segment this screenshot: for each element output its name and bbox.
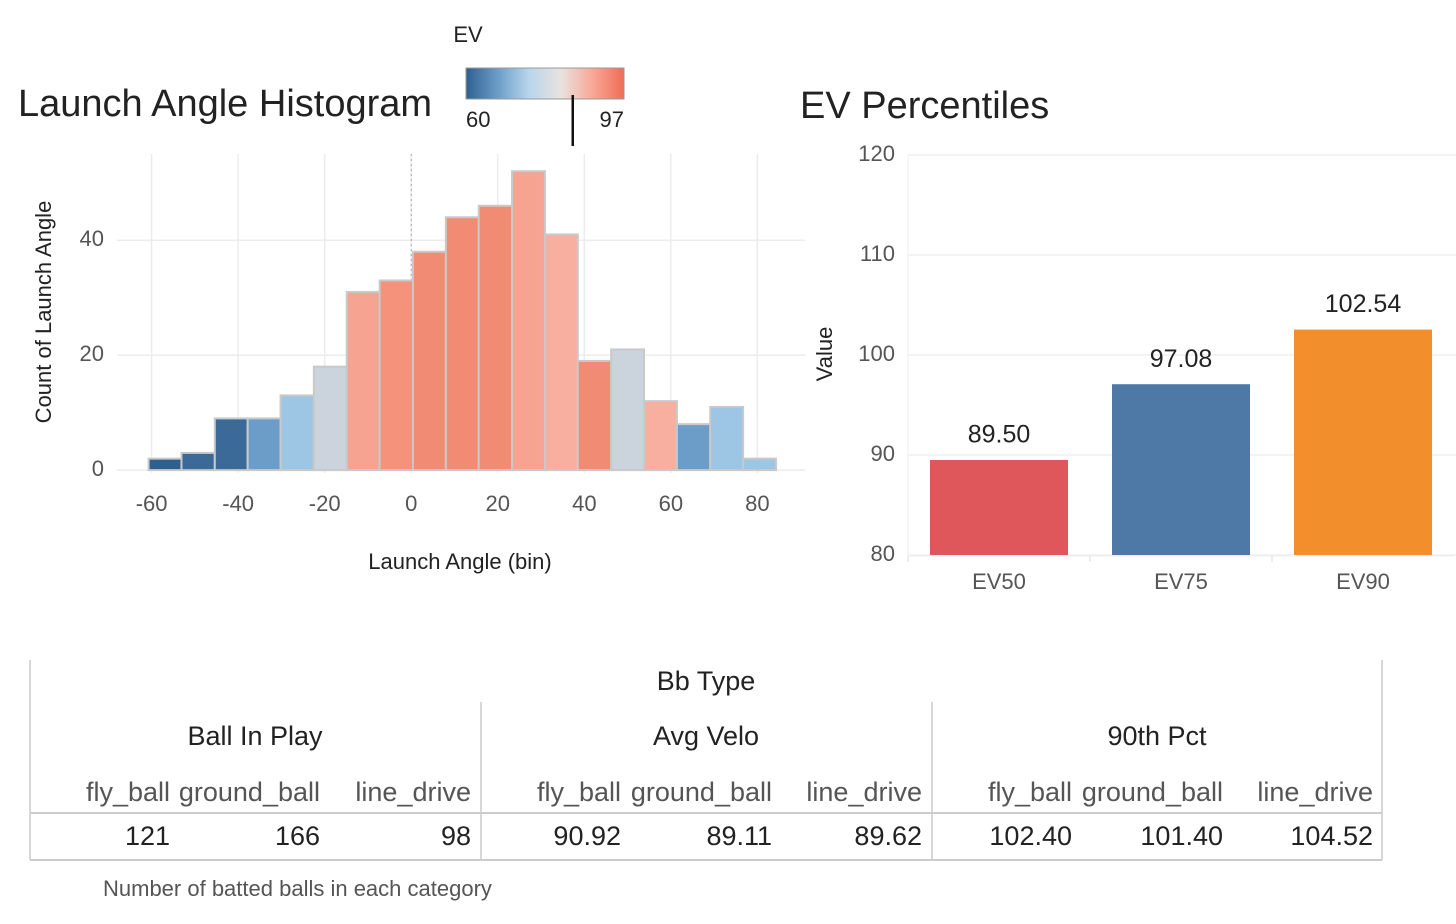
column-header: line_drive <box>355 777 471 807</box>
value-label: 97.08 <box>1150 345 1213 373</box>
y-tick-label: 110 <box>860 241 895 266</box>
histogram-bar <box>675 423 712 472</box>
histogram-bar <box>543 233 579 472</box>
x-axis-title: Launch Angle (bin) <box>368 549 551 574</box>
x-tick-label: EV75 <box>1154 569 1208 594</box>
histogram-bar <box>643 400 678 472</box>
histogram-bar <box>312 365 348 472</box>
x-tick-label: -60 <box>136 491 168 516</box>
hist-title: Launch Angle Histogram <box>18 83 432 125</box>
y-axis-title: Value <box>812 327 837 382</box>
group-header: Ball In Play <box>187 721 323 751</box>
x-tick-label: 40 <box>572 491 596 516</box>
table-cell: 104.52 <box>1290 821 1373 851</box>
column-header: fly_ball <box>537 777 621 807</box>
y-tick-label: 100 <box>858 341 895 366</box>
value-label: 102.54 <box>1325 290 1402 318</box>
x-tick-label: 20 <box>486 491 510 516</box>
histogram-bar <box>147 457 183 472</box>
histogram-bar <box>709 405 745 472</box>
table-spanner: Bb Type <box>657 666 756 696</box>
histogram-bar <box>742 457 778 472</box>
x-tick-label: EV50 <box>972 569 1026 594</box>
column-header: line_drive <box>806 777 922 807</box>
bar <box>930 460 1068 555</box>
table-cell: 102.40 <box>989 821 1072 851</box>
histogram-bar <box>576 359 613 472</box>
histogram-bar <box>345 290 381 472</box>
x-tick-label: EV90 <box>1336 569 1390 594</box>
colorbar <box>465 67 625 100</box>
histogram-bar <box>477 204 514 472</box>
histogram-bar <box>213 417 249 472</box>
y-tick-label: 20 <box>80 341 104 366</box>
table-cell: 89.11 <box>706 821 772 851</box>
y-tick-label: 80 <box>871 541 895 566</box>
legend-title: EV <box>453 22 483 47</box>
histogram-bar <box>444 216 480 472</box>
column-header: ground_ball <box>631 777 772 807</box>
x-tick-label: -40 <box>222 491 254 516</box>
y-tick-label: 0 <box>92 456 104 481</box>
column-header: ground_ball <box>179 777 320 807</box>
x-tick-label: -20 <box>309 491 341 516</box>
column-header: line_drive <box>1257 777 1373 807</box>
y-tick-label: 40 <box>80 226 104 251</box>
y-tick-label: 120 <box>858 141 895 166</box>
colorbar-max: 97 <box>600 107 624 132</box>
y-axis-title: Count of Launch Angle <box>31 201 56 424</box>
table-cell: 101.40 <box>1140 821 1223 851</box>
table-cell: 98 <box>441 821 471 851</box>
table-cell: 90.92 <box>553 821 621 851</box>
histogram-bar <box>511 170 546 472</box>
table-cell: 121 <box>125 821 170 851</box>
histogram-bar <box>180 451 216 472</box>
x-tick-label: 60 <box>659 491 683 516</box>
histogram-bar <box>279 394 315 472</box>
histogram-bar <box>378 279 414 472</box>
histogram-bar <box>610 348 646 472</box>
histogram-bar <box>246 417 282 472</box>
bar-title: EV Percentiles <box>800 85 1049 127</box>
table-cell: 166 <box>275 821 320 851</box>
column-header: fly_ball <box>86 777 170 807</box>
colorbar-min: 60 <box>466 107 490 132</box>
column-header: fly_ball <box>988 777 1072 807</box>
x-tick-label: 0 <box>405 491 417 516</box>
group-header: Avg Velo <box>653 721 759 751</box>
column-header: ground_ball <box>1082 777 1223 807</box>
histogram-bar <box>411 250 447 472</box>
bar <box>1294 329 1432 555</box>
bar <box>1112 384 1250 555</box>
group-header: 90th Pct <box>1107 721 1207 751</box>
x-tick-label: 80 <box>745 491 769 516</box>
table-cell: 89.62 <box>854 821 922 851</box>
value-label: 89.50 <box>968 421 1031 449</box>
y-tick-label: 90 <box>871 441 895 466</box>
table-caption: Number of batted balls in each category <box>103 876 492 901</box>
